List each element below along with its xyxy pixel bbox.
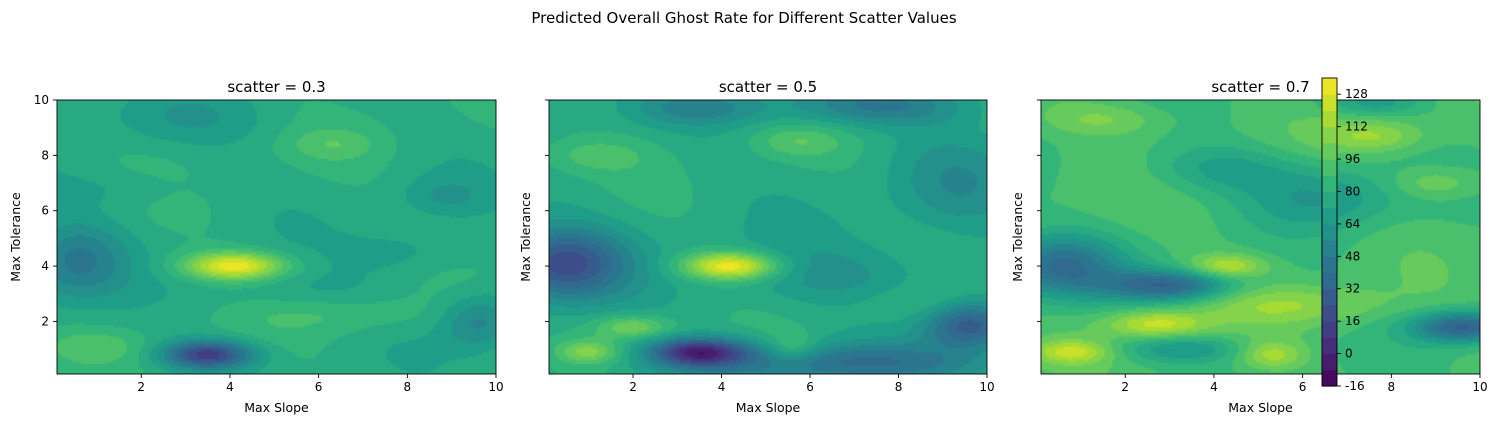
x-tick-label: 10 [979,380,994,394]
colorbar-band [1322,256,1337,274]
x-tick-label: 10 [1472,380,1487,394]
colorbar-band [1322,240,1337,257]
x-tick-label: 4 [1210,380,1218,394]
colorbar: -16 0 16 32 48 64 80 96 112 128 [1321,77,1368,393]
colorbar-tick-label: 0 [1345,347,1353,361]
colorbar-band [1322,353,1337,371]
colorbar-tick-label: -16 [1345,379,1365,393]
y-axis-label: Max Tolerance [518,192,533,282]
x-axis-label: Max Slope [244,400,309,415]
figure-suptitle: Predicted Overall Ghost Rate for Differe… [531,9,956,27]
colorbar-band [1322,191,1337,209]
subplot-3: 2 4 6 8 10 scatter = 0.7 Max Slope Max Toleranc… [1010,78,1488,415]
axes-frame [56,99,497,375]
x-tick-label: 6 [315,380,323,394]
y-axis-label: Max Tolerance [8,192,23,282]
colorbar-band [1322,175,1337,193]
colorbar-tick-label: 80 [1345,184,1360,198]
x-tick-label: 2 [1121,380,1129,394]
x-axis-label: Max Slope [736,400,801,415]
colorbar-band [1322,321,1337,338]
x-tick-label: 10 [488,380,503,394]
colorbar-band [1322,159,1337,176]
x-tick-label: 4 [226,380,234,394]
colorbar-band [1322,304,1337,322]
contour-field-3 [1041,100,1480,374]
x-tick-label: 8 [403,380,411,394]
colorbar-band [1322,94,1337,112]
y-tick-label: 2 [41,314,49,328]
colorbar-frame [1321,77,1338,387]
colorbar-band [1322,78,1337,95]
colorbar-band [1322,272,1337,290]
colorbar-tick-label: 128 [1345,87,1368,101]
colorbar-band [1322,207,1337,225]
y-tick-label: 6 [41,204,49,218]
subplot-2: 2 4 6 8 10 scatter = 0.5 Max Slope Max Toleranc… [518,78,995,415]
subplot-title: scatter = 0.3 [227,78,325,96]
axes-frame [1040,99,1481,375]
contour-field-2 [549,100,987,374]
x-tick-label: 4 [718,380,726,394]
colorbar-tick-label: 96 [1345,152,1360,166]
colorbar-band [1322,142,1337,160]
x-axis-label: Max Slope [1228,400,1293,415]
y-axis-label: Max Tolerance [1010,192,1025,282]
y-tick-label: 10 [34,93,49,107]
subplot-title: scatter = 0.7 [1211,78,1309,96]
colorbar-band [1322,126,1337,144]
contour-field-1 [57,100,496,374]
x-tick-label: 2 [629,380,637,394]
colorbar-tick-label: 16 [1345,314,1360,328]
y-tick-label: 8 [41,148,49,162]
colorbar-band [1322,337,1337,355]
colorbar-band [1322,288,1337,306]
x-tick-label: 8 [1387,380,1395,394]
colorbar-band [1322,223,1337,241]
colorbar-tick-label: 32 [1345,282,1360,296]
axes-frame [548,99,988,375]
subplots: 2 4 6 8 10 2 4 6 8 10 scatter = 0.3 Max Slope Max To… [8,78,1488,415]
y-tick-label: 4 [41,259,49,273]
subplot-title: scatter = 0.5 [719,78,817,96]
colorbar-band [1322,110,1337,128]
x-tick-label: 6 [806,380,814,394]
colorbar-tick-label: 112 [1345,120,1368,134]
x-tick-label: 2 [137,380,145,394]
colorbar-tick-label: 64 [1345,217,1360,231]
x-tick-label: 6 [1299,380,1307,394]
colorbar-tick-label: 48 [1345,249,1360,263]
x-tick-label: 8 [895,380,903,394]
subplot-1: 2 4 6 8 10 2 4 6 8 10 scatter = 0.3 Max Slope Max To… [8,78,504,415]
colorbar-band [1322,369,1337,387]
